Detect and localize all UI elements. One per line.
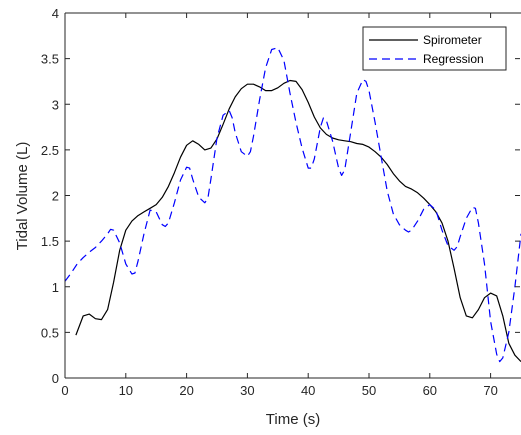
series-line-regression xyxy=(65,47,521,363)
y-tick-label: 4 xyxy=(52,6,59,21)
legend-label-spirometer: Spirometer xyxy=(423,33,482,47)
legend: Spirometer Regression xyxy=(362,26,507,71)
x-tick-label: 50 xyxy=(362,383,376,398)
y-tick-label: 0.5 xyxy=(41,325,59,340)
y-tick-label: 1 xyxy=(52,280,59,295)
y-tick-label: 2.5 xyxy=(41,143,59,158)
y-tick-label: 2 xyxy=(52,189,59,204)
y-tick-label: 3 xyxy=(52,97,59,112)
x-tick-label: 0 xyxy=(61,383,68,398)
series-line-spirometer xyxy=(75,79,521,363)
plot-area xyxy=(65,13,521,378)
legend-label-regression: Regression xyxy=(423,52,484,66)
y-tick-label: 3.5 xyxy=(41,52,59,67)
legend-box xyxy=(362,26,507,71)
y-tick-label: 1.5 xyxy=(41,234,59,249)
tick-label-layer: 0 10 20 30 40 50 60 70 0 0.5 1 1.5 2 2.5 3 3.5 4 xyxy=(41,6,498,398)
y-axis-label: Tidal Volume (L) xyxy=(14,142,31,251)
x-tick-label: 60 xyxy=(423,383,437,398)
series-layer xyxy=(65,47,521,363)
x-axis-label: Time (s) xyxy=(266,411,320,428)
x-tick-label: 70 xyxy=(483,383,497,398)
x-tick-label: 10 xyxy=(119,383,133,398)
y-tick-label: 0 xyxy=(52,371,59,386)
x-tick-label: 40 xyxy=(301,383,315,398)
x-tick-label: 30 xyxy=(240,383,254,398)
x-tick-label: 20 xyxy=(179,383,193,398)
axes-layer xyxy=(64,12,521,379)
